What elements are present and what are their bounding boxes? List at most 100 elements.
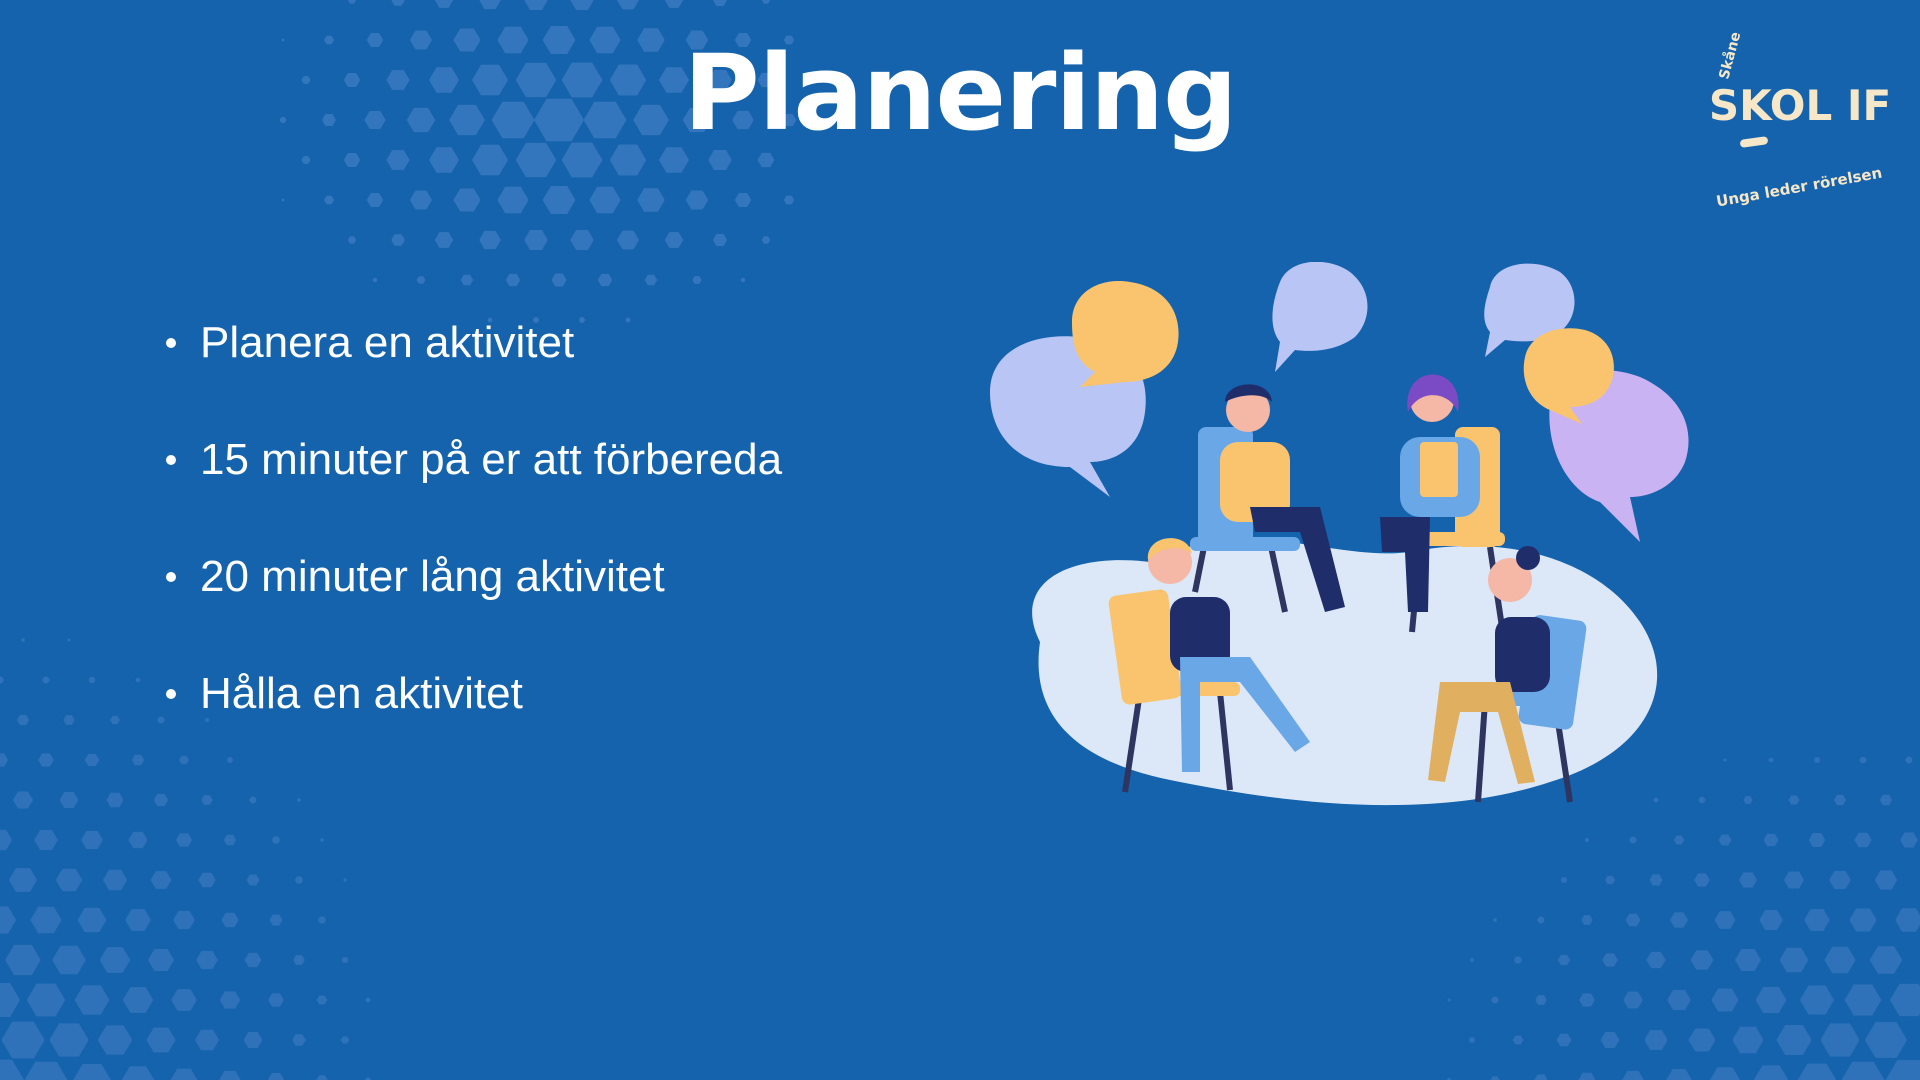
bullet-item: Hålla en aktivitet xyxy=(166,663,782,780)
person-head xyxy=(1488,558,1532,602)
hexagon-shape xyxy=(1869,946,1903,974)
hexagon-shape xyxy=(644,274,658,286)
hexagon-shape xyxy=(1690,950,1714,970)
chair-seat xyxy=(1108,589,1182,705)
person-legs xyxy=(1380,517,1430,612)
hexagon-shape xyxy=(173,910,195,930)
hexagon-shape xyxy=(1646,951,1666,969)
hexagon-shape xyxy=(1581,915,1593,925)
hexagon-shape xyxy=(1739,872,1757,888)
logo-tagline: Unga leder rörelsen xyxy=(1715,164,1884,211)
bullet-dot xyxy=(166,689,176,699)
hexagon-shape xyxy=(1808,833,1826,847)
hexagon-shape xyxy=(171,989,197,1011)
hexagon-shape xyxy=(1844,984,1882,1016)
person-hair xyxy=(1407,374,1459,412)
hexagon-shape xyxy=(49,1023,89,1057)
hexagon-shape xyxy=(589,186,621,214)
hexagon-shape xyxy=(734,193,752,207)
hexagon-shape xyxy=(597,273,613,287)
hexagon-shape xyxy=(497,186,529,214)
hexagon-shape xyxy=(453,188,481,212)
hexagon-shape xyxy=(88,677,96,683)
hexagon-shape xyxy=(366,193,384,207)
hexagon-shape xyxy=(347,0,357,4)
hexagon-shape xyxy=(570,229,594,251)
hexagon-shape xyxy=(713,0,727,6)
hexagon-shape xyxy=(219,991,241,1009)
hexagon-shape xyxy=(1514,956,1522,964)
hexagon-shape xyxy=(1849,908,1877,932)
hexagon-shape xyxy=(5,944,41,976)
hexagon-shape xyxy=(1493,918,1497,922)
person-legs xyxy=(1180,657,1310,772)
hexagon-shape xyxy=(1834,794,1846,806)
hexagon-shape xyxy=(153,793,169,807)
hexagon-shape xyxy=(1776,1025,1812,1055)
speech-bubble-icon xyxy=(1272,262,1368,372)
hexagon-shape xyxy=(0,676,4,684)
hexagon-shape xyxy=(176,833,192,847)
hexagon-shape xyxy=(24,1061,68,1080)
chair-seat xyxy=(1410,532,1505,546)
bullet-text: Hålla en aktivitet xyxy=(200,669,523,718)
hexagon-shape xyxy=(783,195,795,205)
hexagon-shape xyxy=(246,874,260,886)
hexagon-shape xyxy=(1605,875,1615,885)
hexagon-shape xyxy=(1578,1072,1596,1080)
group-discussion-illustration xyxy=(990,262,1689,806)
hexagon-shape xyxy=(38,753,54,767)
hexagon-shape xyxy=(713,234,727,246)
hexagon-shape xyxy=(410,190,432,210)
bullet-item: Planera en aktivitet xyxy=(166,312,782,429)
hexagon-shape xyxy=(52,945,86,975)
page-title: Planering xyxy=(683,32,1237,154)
hexagon-shape xyxy=(757,152,775,168)
hexagon-shape xyxy=(110,715,120,725)
hexagon-shape xyxy=(1649,874,1663,886)
hexagon-shape xyxy=(1759,909,1783,931)
hexagon-shape xyxy=(148,948,174,972)
hexagon-shape xyxy=(318,916,326,924)
hexagon-shape xyxy=(1537,916,1545,924)
hexagon-shape xyxy=(150,871,172,889)
hexagon-shape xyxy=(1885,1060,1920,1080)
hexagon-shape xyxy=(249,796,257,804)
hexagon-shape xyxy=(1804,909,1830,931)
hexagon-shape xyxy=(59,792,79,808)
hexagon-shape xyxy=(281,198,285,202)
bullet-text: 15 minuter på er att förbereda xyxy=(200,435,783,484)
hexagon-shape xyxy=(1622,1070,1644,1080)
hexagon-shape xyxy=(1629,836,1637,844)
bullet-list: Planera en aktivitet 15 minuter på er at… xyxy=(166,312,782,780)
hexagon-shape xyxy=(1800,985,1834,1015)
hexagon-shape xyxy=(391,234,405,246)
hexagon-shape xyxy=(343,878,347,882)
hexagon-shape xyxy=(479,0,501,10)
hexagon-shape xyxy=(1556,1033,1572,1047)
hexagon-shape xyxy=(460,274,474,286)
logo-underline xyxy=(1740,136,1768,148)
hexagon-shape xyxy=(1813,757,1821,763)
hexagon-shape xyxy=(128,831,148,849)
hexagon-shape xyxy=(42,676,50,684)
hexagon-shape xyxy=(106,792,124,808)
hexagon-shape xyxy=(1879,794,1893,806)
hexagon-shape xyxy=(77,907,107,933)
hexagon-shape xyxy=(416,276,426,284)
hexagon-shape xyxy=(1600,1032,1620,1048)
hexagon-shape xyxy=(0,753,8,767)
hexagon-shape xyxy=(243,1032,263,1048)
hexagon-shape xyxy=(479,230,501,250)
hexagon-shape xyxy=(122,987,154,1013)
hexagon-shape xyxy=(135,677,141,683)
person-body xyxy=(1220,442,1290,522)
hexagon-shape xyxy=(343,153,361,167)
hexagon-shape xyxy=(1490,1076,1500,1080)
hexagon-shape xyxy=(55,868,83,892)
hexagon-shape xyxy=(30,906,62,934)
hexagon-shape xyxy=(1714,911,1736,929)
person-hair xyxy=(1147,538,1192,560)
person-hair xyxy=(1516,546,1540,570)
bullet-dot xyxy=(166,455,176,465)
